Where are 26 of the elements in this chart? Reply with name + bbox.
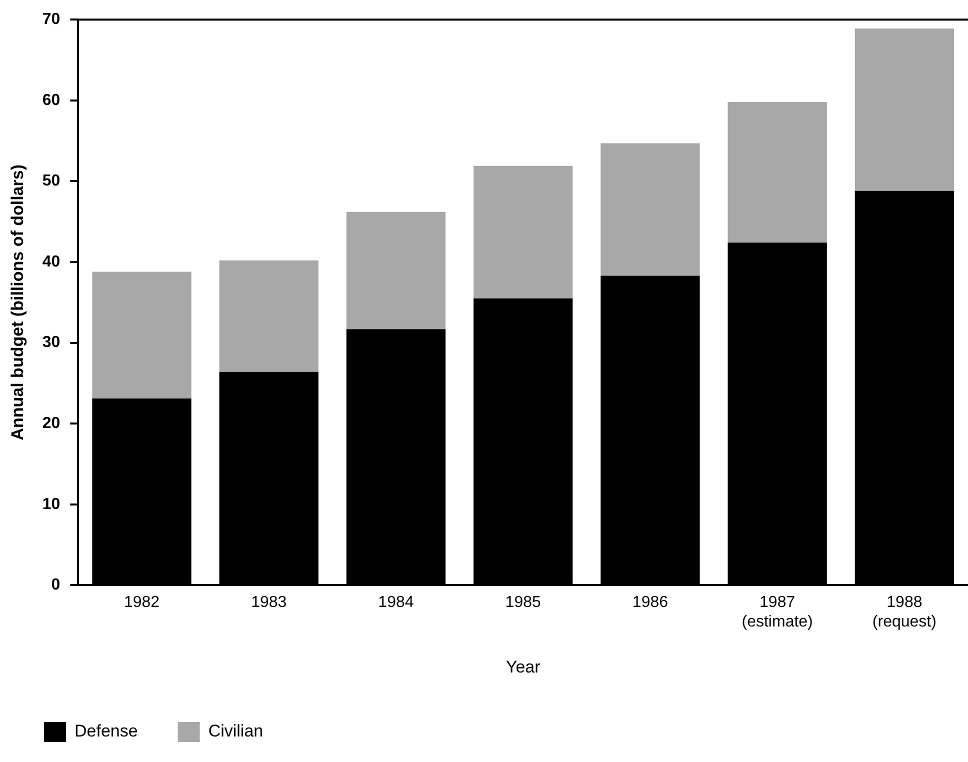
y-tick-label: 20	[42, 415, 60, 432]
y-tick-label: 60	[42, 92, 60, 109]
bar	[728, 102, 827, 243]
y-tick-label: 10	[42, 496, 60, 513]
bar	[219, 260, 318, 372]
x-tick-label: 1984	[378, 594, 414, 612]
x-axis-title: Year	[506, 657, 541, 676]
bar	[854, 28, 954, 191]
x-tick-label: 1987 (estimate)	[742, 594, 813, 630]
x-tick-label: 1983	[251, 594, 287, 612]
bar	[600, 143, 700, 276]
y-axis-title: Annual budget (billions of dollars)	[8, 164, 27, 440]
x-tick-label: 1988 (request)	[872, 594, 936, 630]
bar	[346, 212, 446, 330]
legend-label: Civilian	[208, 722, 264, 741]
legend-label: Defense	[74, 722, 138, 741]
y-tick-label: 40	[42, 253, 60, 270]
y-tick-label: 30	[42, 334, 60, 352]
y-tick-label: 0	[51, 576, 60, 594]
bar	[474, 166, 573, 298]
y-tick-label: 50	[42, 172, 60, 190]
y-tick-label: 70	[42, 11, 60, 28]
x-tick-label: 1982	[124, 594, 160, 612]
x-tick-label: 1986	[632, 594, 668, 612]
x-tick-label: 1985	[505, 594, 541, 612]
bar	[92, 272, 192, 399]
